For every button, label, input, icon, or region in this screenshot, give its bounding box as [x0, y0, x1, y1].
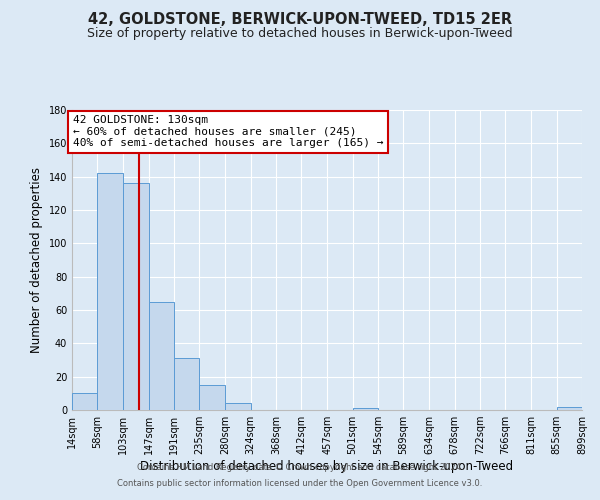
Text: 42, GOLDSTONE, BERWICK-UPON-TWEED, TD15 2ER: 42, GOLDSTONE, BERWICK-UPON-TWEED, TD15 …	[88, 12, 512, 28]
Y-axis label: Number of detached properties: Number of detached properties	[30, 167, 43, 353]
Bar	[72, 394, 97, 410]
Bar	[123, 184, 149, 410]
Bar	[557, 406, 582, 410]
Bar	[97, 174, 123, 410]
Bar	[149, 302, 174, 410]
Text: Size of property relative to detached houses in Berwick-upon-Tweed: Size of property relative to detached ho…	[87, 28, 513, 40]
Text: 42 GOLDSTONE: 130sqm
← 60% of detached houses are smaller (245)
40% of semi-deta: 42 GOLDSTONE: 130sqm ← 60% of detached h…	[73, 115, 383, 148]
Bar	[225, 404, 251, 410]
Bar	[174, 358, 199, 410]
X-axis label: Distribution of detached houses by size in Berwick-upon-Tweed: Distribution of detached houses by size …	[140, 460, 514, 473]
Text: Contains HM Land Registry data © Crown copyright and database right 2024.: Contains HM Land Registry data © Crown c…	[137, 464, 463, 472]
Bar	[353, 408, 378, 410]
Text: Contains public sector information licensed under the Open Government Licence v3: Contains public sector information licen…	[118, 478, 482, 488]
Bar	[199, 385, 225, 410]
